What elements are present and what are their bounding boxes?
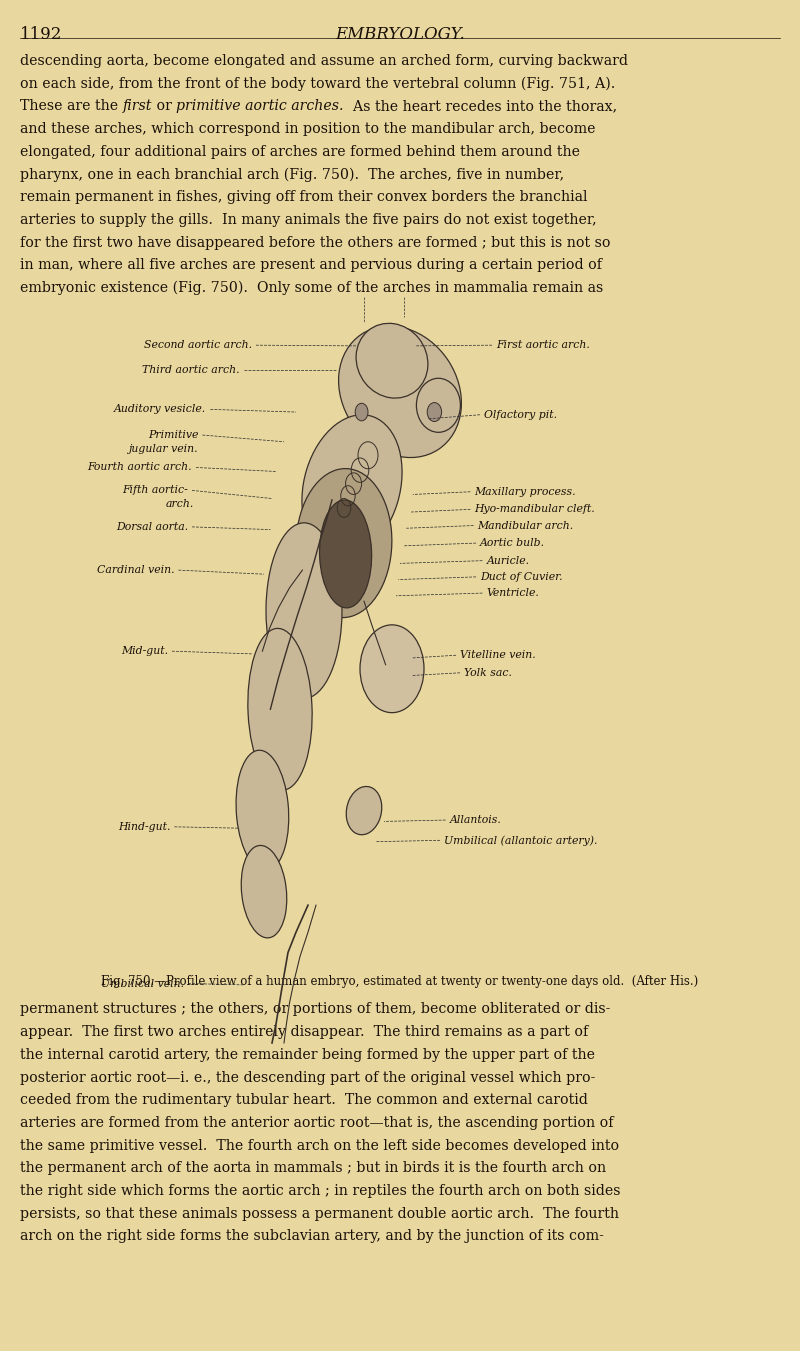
Text: Mandibular arch.: Mandibular arch. [478,520,574,531]
Text: Auditory vesicle.: Auditory vesicle. [114,404,206,415]
Text: Ventricle.: Ventricle. [486,588,539,598]
Text: permanent structures ; the others, or portions of them, become obliterated or di: permanent structures ; the others, or po… [20,1002,610,1016]
Text: posterior aortic root—i. e., the descending part of the original vessel which pr: posterior aortic root—i. e., the descend… [20,1070,595,1085]
Text: Allantois.: Allantois. [450,815,502,825]
Text: on each side, from the front of the body toward the vertebral column (Fig. 751, : on each side, from the front of the body… [20,77,615,91]
Ellipse shape [427,403,442,422]
Text: Dorsal aorta.: Dorsal aorta. [116,521,188,532]
Ellipse shape [417,378,461,432]
Text: Primitive: Primitive [148,430,198,440]
Text: first: first [122,100,152,113]
Text: descending aorta, become elongated and assume an arched form, curving backward: descending aorta, become elongated and a… [20,54,628,68]
Text: arteries to supply the gills.  In many animals the five pairs do not exist toget: arteries to supply the gills. In many an… [20,213,597,227]
Text: in man, where all five arches are present and pervious during a certain period o: in man, where all five arches are presen… [20,258,602,273]
Text: As the heart recedes into the thorax,: As the heart recedes into the thorax, [344,100,617,113]
Text: Fifth aortic-: Fifth aortic- [122,485,188,496]
Text: Mid-gut.: Mid-gut. [121,646,168,657]
Ellipse shape [266,523,342,698]
Text: Auricle.: Auricle. [486,555,530,566]
Text: pharynx, one in each branchial arch (Fig. 750).  The arches, five in number,: pharynx, one in each branchial arch (Fig… [20,168,564,182]
Ellipse shape [355,403,368,422]
Ellipse shape [296,469,392,617]
Text: Fig. 750.—Profile view of a human embryo, estimated at twenty or twenty-one days: Fig. 750.—Profile view of a human embryo… [102,975,698,989]
Text: Fourth aortic arch.: Fourth aortic arch. [87,462,192,473]
Text: persists, so that these animals possess a permanent double aortic arch.  The fou: persists, so that these animals possess … [20,1206,619,1221]
Text: appear.  The first two arches entirely disappear.  The third remains as a part o: appear. The first two arches entirely di… [20,1025,588,1039]
Text: arteries are formed from the anterior aortic root—that is, the ascending portion: arteries are formed from the anterior ao… [20,1116,614,1129]
Ellipse shape [302,415,402,558]
Bar [80,300,720,970]
Ellipse shape [248,628,312,790]
Text: Aortic bulb.: Aortic bulb. [480,538,545,549]
Text: Hind-gut.: Hind-gut. [118,821,170,832]
Text: Maxillary process.: Maxillary process. [474,486,576,497]
Text: the right side which forms the aortic arch ; in reptiles the fourth arch on both: the right side which forms the aortic ar… [20,1183,621,1198]
Text: Yolk sac.: Yolk sac. [464,667,512,678]
Text: remain permanent in fishes, giving off from their convex borders the branchial: remain permanent in fishes, giving off f… [20,190,587,204]
Text: These are the: These are the [20,100,122,113]
Text: Umbilical vein.: Umbilical vein. [101,978,184,989]
Text: primitive aortic arches.: primitive aortic arches. [176,100,344,113]
Text: the permanent arch of the aorta in mammals ; but in birds it is the fourth arch : the permanent arch of the aorta in mamma… [20,1162,606,1175]
Text: the internal carotid artery, the remainder being formed by the upper part of the: the internal carotid artery, the remaind… [20,1048,595,1062]
Text: for the first two have disappeared before the others are formed ; but this is no: for the first two have disappeared befor… [20,235,610,250]
Text: Duct of Cuvier.: Duct of Cuvier. [480,571,562,582]
Text: Vitelline vein.: Vitelline vein. [460,650,536,661]
Text: EMBRYOLOGY.: EMBRYOLOGY. [335,26,465,43]
Text: and these arches, which correspond in position to the mandibular arch, become: and these arches, which correspond in po… [20,122,595,136]
Text: elongated, four additional pairs of arches are formed behind them around the: elongated, four additional pairs of arch… [20,145,580,159]
Text: arch.: arch. [166,499,194,509]
Text: First aortic arch.: First aortic arch. [496,340,590,350]
Text: Umbilical (allantoic artery).: Umbilical (allantoic artery). [444,835,598,846]
Text: Third aortic arch.: Third aortic arch. [142,365,240,376]
Text: the same primitive vessel.  The fourth arch on the left side becomes developed i: the same primitive vessel. The fourth ar… [20,1139,619,1152]
Text: or: or [152,100,176,113]
Text: embryonic existence (Fig. 750).  Only some of the arches in mammalia remain as: embryonic existence (Fig. 750). Only som… [20,281,603,296]
Ellipse shape [236,750,289,871]
Text: 1192: 1192 [20,26,62,43]
Text: Olfactory pit.: Olfactory pit. [484,409,557,420]
Ellipse shape [356,323,428,399]
Text: Cardinal vein.: Cardinal vein. [97,565,174,576]
Text: arch on the right side forms the subclavian artery, and by the junction of its c: arch on the right side forms the subclav… [20,1229,604,1243]
Ellipse shape [338,326,462,458]
Text: jugular vein.: jugular vein. [129,443,198,454]
Text: ceeded from the rudimentary tubular heart.  The common and external carotid: ceeded from the rudimentary tubular hear… [20,1093,588,1108]
Ellipse shape [346,786,382,835]
Text: Second aortic arch.: Second aortic arch. [144,340,252,350]
Ellipse shape [319,500,372,608]
Ellipse shape [360,624,424,713]
Text: Hyo-mandibular cleft.: Hyo-mandibular cleft. [474,504,595,515]
Ellipse shape [242,846,286,938]
